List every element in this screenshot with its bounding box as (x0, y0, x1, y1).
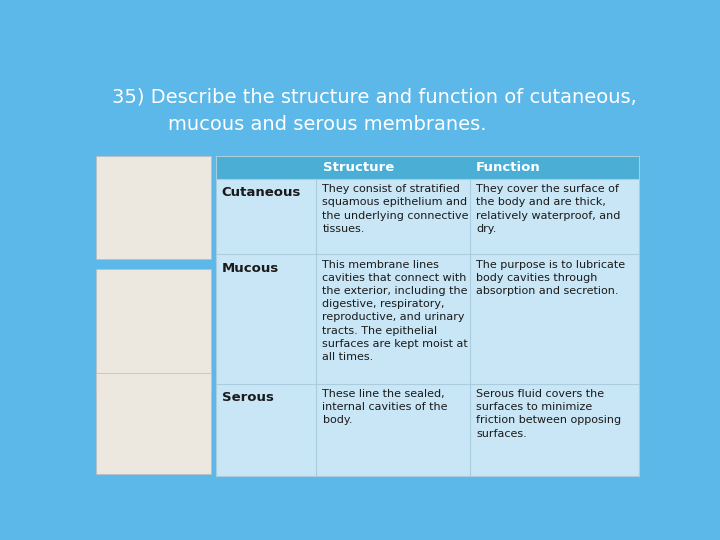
FancyBboxPatch shape (96, 156, 211, 259)
FancyBboxPatch shape (90, 65, 648, 153)
Text: Serous: Serous (222, 392, 274, 404)
Text: Function: Function (476, 161, 541, 174)
FancyBboxPatch shape (215, 156, 639, 476)
Text: They consist of stratified
squamous epithelium and
the underlying connective
tis: They consist of stratified squamous epit… (323, 184, 469, 234)
Text: The purpose is to lubricate
body cavities through
absorption and secretion.: The purpose is to lubricate body cavitie… (476, 260, 625, 296)
FancyBboxPatch shape (96, 269, 211, 394)
FancyBboxPatch shape (215, 156, 639, 179)
Text: Mucous: Mucous (222, 262, 279, 275)
Text: Structure: Structure (323, 161, 394, 174)
Text: They cover the surface of
the body and are thick,
relatively waterproof, and
dry: They cover the surface of the body and a… (476, 184, 621, 234)
Text: 35) Describe the structure and function of cutaneous,: 35) Describe the structure and function … (112, 87, 636, 106)
Text: Serous fluid covers the
surfaces to minimize
friction between opposing
surfaces.: Serous fluid covers the surfaces to mini… (476, 389, 621, 438)
Text: This membrane lines
cavities that connect with
the exterior, including the
diges: This membrane lines cavities that connec… (323, 260, 468, 362)
Text: mucous and serous membranes.: mucous and serous membranes. (168, 116, 486, 134)
Text: Cutaneous: Cutaneous (222, 186, 301, 199)
FancyBboxPatch shape (96, 373, 211, 475)
Text: These line the sealed,
internal cavities of the
body.: These line the sealed, internal cavities… (323, 389, 448, 426)
